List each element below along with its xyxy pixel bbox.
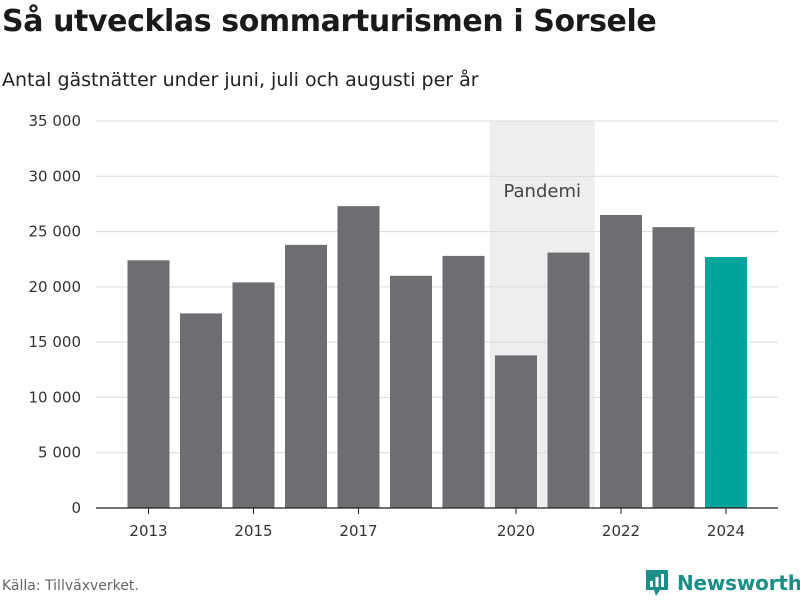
x-tick-label: 2024 bbox=[707, 522, 745, 540]
bar-2021 bbox=[547, 252, 590, 508]
bar-2015 bbox=[232, 282, 275, 508]
newsworthy-logo: Newsworthy bbox=[644, 568, 800, 598]
bar-2017 bbox=[337, 206, 380, 508]
y-tick-label: 35 000 bbox=[29, 112, 82, 130]
x-tick-label: 2015 bbox=[234, 522, 272, 540]
y-tick-label: 15 000 bbox=[29, 333, 82, 351]
bar-2013 bbox=[127, 260, 170, 508]
bar-2016 bbox=[285, 244, 327, 508]
bar-2024 bbox=[705, 257, 747, 508]
bar-2022 bbox=[600, 214, 642, 508]
bar-2023 bbox=[652, 227, 695, 509]
y-tick-label: 5 000 bbox=[38, 444, 81, 462]
y-tick-label: 25 000 bbox=[29, 223, 82, 241]
bar-2019 bbox=[442, 255, 485, 508]
bar-2020 bbox=[495, 355, 537, 508]
chart-title: Så utvecklas sommarturismen i Sorsele bbox=[2, 4, 657, 39]
x-tick-label: 2017 bbox=[339, 522, 377, 540]
x-tick-label: 2022 bbox=[602, 522, 640, 540]
y-tick-label: 20 000 bbox=[29, 278, 82, 296]
y-tick-label: 30 000 bbox=[29, 167, 82, 185]
bar-2018 bbox=[390, 275, 432, 508]
x-tick-label: 2013 bbox=[129, 522, 167, 540]
chart-subtitle: Antal gästnätter under juni, juli och au… bbox=[2, 69, 479, 91]
pandemic-label: Pandemi bbox=[503, 181, 581, 202]
y-tick-label: 0 bbox=[71, 499, 81, 517]
brand-name: Newsworthy bbox=[677, 571, 800, 595]
y-tick-label: 10 000 bbox=[29, 388, 82, 406]
x-tick-label: 2020 bbox=[497, 522, 535, 540]
newsworthy-logo-icon bbox=[646, 570, 668, 596]
source-note: Källa: Tillväxverket. bbox=[2, 578, 139, 594]
bar-2014 bbox=[180, 313, 222, 508]
